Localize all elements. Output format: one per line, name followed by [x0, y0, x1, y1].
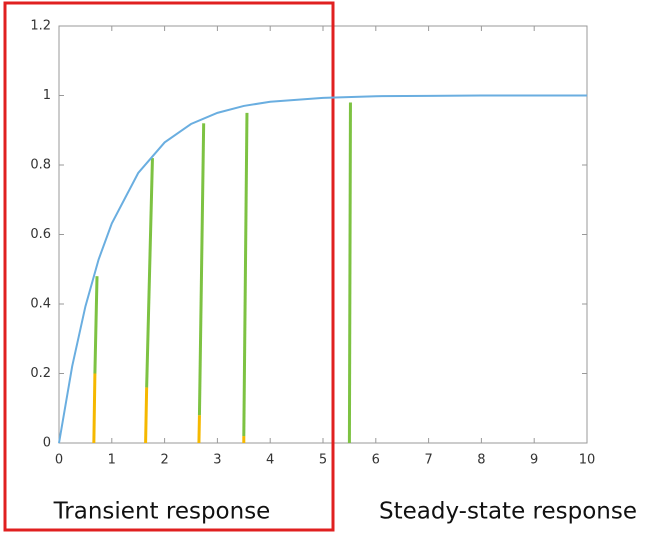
y-tick-label: 0.2: [30, 366, 51, 381]
x-tick-label: 8: [477, 453, 485, 468]
x-tick-label: 1: [108, 453, 116, 468]
x-tick-label: 3: [213, 453, 221, 468]
plot-frame: [58, 25, 588, 444]
y-tick-label: 0.8: [30, 158, 51, 173]
x-tick-label: 6: [372, 453, 380, 468]
segment: [347, 102, 352, 444]
segment: [92, 373, 97, 444]
x-tick-label: 0: [55, 453, 63, 468]
x-tick-label: 7: [424, 453, 432, 468]
segment: [197, 123, 206, 416]
y-tick-label: 0: [43, 436, 51, 451]
y-tick-label: 1: [43, 88, 51, 103]
segment: [242, 112, 249, 437]
x-tick-label: 5: [319, 453, 327, 468]
highlight-box: [3, 1, 335, 532]
segment: [145, 158, 154, 388]
segment: [93, 276, 99, 374]
x-tick-label: 9: [530, 453, 538, 468]
y-tick-label: 0.4: [30, 297, 51, 312]
segment: [144, 387, 149, 444]
x-tick-label: 4: [266, 453, 274, 468]
y-tick-label: 1.2: [30, 19, 51, 34]
annotation: Steady-state response: [379, 499, 637, 525]
segment: [197, 415, 201, 444]
curve: [58, 94, 587, 444]
x-tick-label: 10: [579, 453, 596, 468]
x-tick-label: 2: [160, 453, 168, 468]
annotation: Transient response: [53, 499, 271, 525]
y-tick-label: 0.6: [30, 227, 51, 242]
